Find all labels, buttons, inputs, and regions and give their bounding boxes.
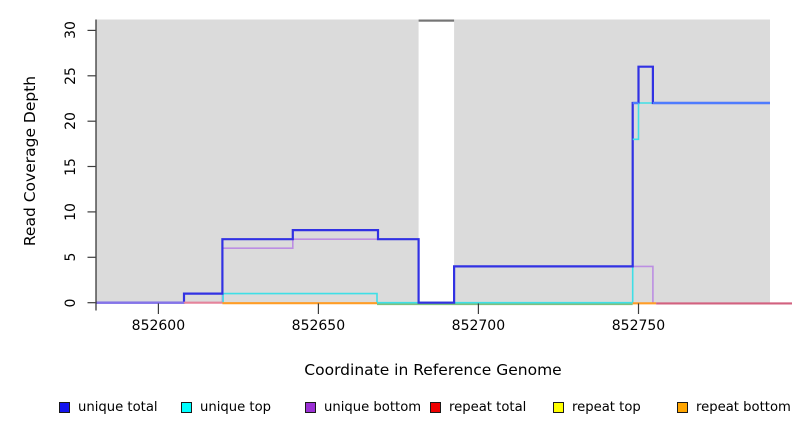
x-tick-label: 852700 bbox=[451, 318, 506, 334]
y-tick-label: 30 bbox=[63, 21, 79, 40]
x-axis-title: Coordinate in Reference Genome bbox=[304, 361, 562, 379]
y-tick-label: 15 bbox=[63, 157, 79, 176]
y-tick-label: 25 bbox=[63, 66, 79, 85]
y-tick-label: 20 bbox=[63, 112, 79, 131]
masked-gap-band bbox=[418, 19, 455, 302]
unique-top-notch bbox=[632, 103, 640, 141]
x-tick-label: 852650 bbox=[291, 318, 346, 334]
y-axis-title: Read Coverage Depth bbox=[21, 75, 39, 247]
x-tick-label: 852750 bbox=[611, 318, 666, 334]
clipped-coverage-bar bbox=[418, 19, 455, 22]
y-tick-label: 5 bbox=[63, 252, 79, 262]
y-tick-label: 10 bbox=[63, 202, 79, 221]
series-unique-total bbox=[96, 65, 770, 304]
y-tick-label: 0 bbox=[63, 298, 79, 308]
x-tick-label: 852600 bbox=[131, 318, 186, 334]
